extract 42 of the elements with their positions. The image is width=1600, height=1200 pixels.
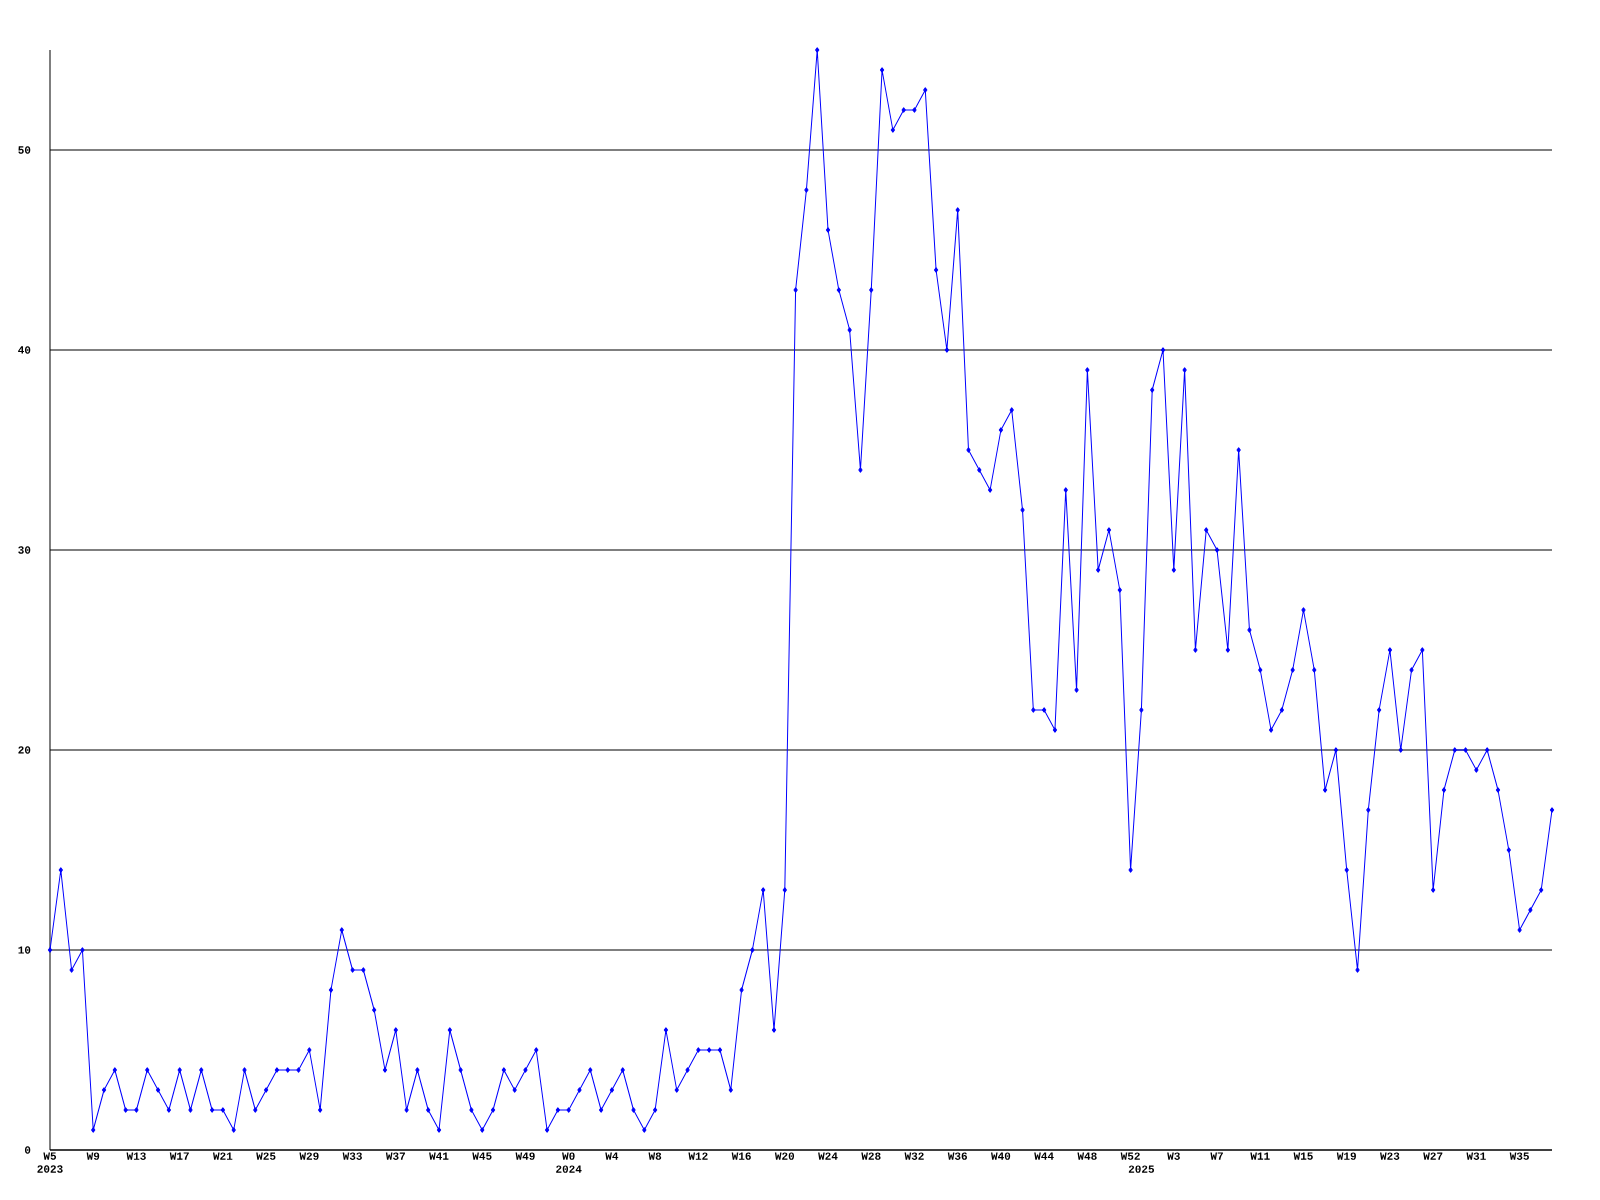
y-tick-label: 40 (18, 346, 31, 354)
x-tick-label: W8 (648, 1152, 662, 1160)
x-tick-label: W44 (1034, 1152, 1054, 1160)
x-tick-label: W13 (126, 1152, 146, 1160)
x-tick-label: W45 (472, 1152, 492, 1160)
x-tick-label: W49 (515, 1152, 535, 1160)
x-tick-label: W31 (1466, 1152, 1486, 1160)
x-tick-label: W48 (1077, 1152, 1097, 1160)
x-tick-label: W19 (1336, 1152, 1356, 1160)
x-tick-label: W21 (212, 1152, 233, 1160)
x-tick-label: W9 (86, 1152, 100, 1160)
x-tick-label: 2025 (1128, 1165, 1155, 1173)
x-tick-label: W17 (169, 1152, 189, 1160)
x-tick-label: W20 (774, 1152, 795, 1160)
x-tick-label: W29 (299, 1152, 319, 1160)
x-tick-label: W28 (861, 1152, 881, 1160)
x-tick-label: W41 (429, 1152, 449, 1160)
x-tick-label: W16 (731, 1152, 751, 1160)
y-tick-label: 50 (18, 146, 31, 154)
x-tick-label: W52 (1120, 1152, 1140, 1160)
x-tick-label: W3 (1167, 1152, 1180, 1160)
x-tick-label: W4 (605, 1152, 619, 1160)
x-tick-label: W25 (256, 1152, 276, 1160)
x-tick-label: W11 (1250, 1152, 1270, 1160)
x-tick-label: W27 (1423, 1152, 1443, 1160)
y-tick-label: 30 (18, 546, 31, 554)
x-tick-label: W32 (904, 1152, 924, 1160)
x-tick-label: W7 (1210, 1152, 1223, 1160)
x-tick-label: W37 (385, 1152, 405, 1160)
x-tick-label: W35 (1509, 1152, 1529, 1160)
x-tick-label: W12 (688, 1152, 708, 1160)
x-tick-label: W0 2024 (556, 1152, 582, 1173)
y-tick-label: 0 (24, 1146, 31, 1154)
x-tick-label: W23 (1380, 1152, 1400, 1160)
y-tick-label: 20 (18, 746, 31, 754)
x-tick-label: W33 (342, 1152, 362, 1160)
x-tick-label: W40 (991, 1152, 1011, 1160)
y-tick-label: 10 (18, 946, 31, 954)
x-tick-label: W36 (947, 1152, 967, 1160)
x-tick-label: W5 2023 (37, 1152, 63, 1173)
x-tick-label: W24 (818, 1152, 838, 1160)
x-tick-label: W15 (1293, 1152, 1313, 1160)
